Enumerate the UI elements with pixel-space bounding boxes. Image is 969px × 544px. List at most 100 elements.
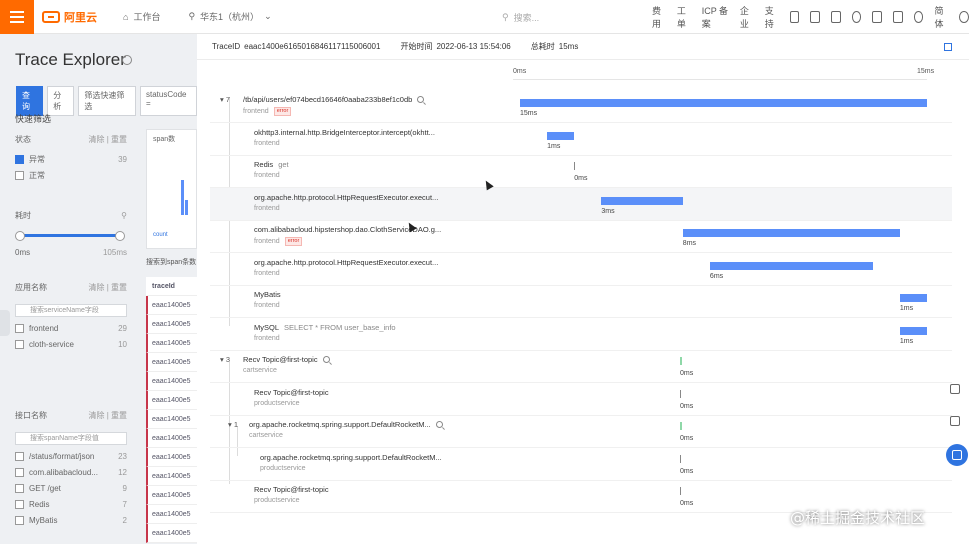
external-link-icon[interactable]: [944, 43, 952, 51]
span-operation[interactable]: Recv Topic@first-topic: [254, 485, 329, 494]
checkbox[interactable]: [15, 468, 24, 477]
traceid-row[interactable]: eaac1400e5: [146, 372, 197, 391]
app-actions[interactable]: 清除 | 重置: [88, 283, 127, 292]
duration-slider[interactable]: [15, 231, 125, 241]
span-duration-tick[interactable]: [680, 487, 681, 495]
span-row[interactable]: Redis get frontend 0ms: [210, 155, 952, 188]
span-operation[interactable]: MySQL: [254, 322, 280, 332]
global-search[interactable]: ⚲ 搜索...: [502, 9, 632, 25]
span-operation[interactable]: Recv Topic@first-topic: [243, 355, 318, 364]
span-duration-bar[interactable]: [899, 326, 927, 335]
collapse-toggle[interactable]: ▾ 1: [228, 420, 239, 429]
checkbox[interactable]: [15, 500, 24, 509]
status-item-error[interactable]: 异常 39: [15, 154, 127, 165]
status-actions[interactable]: 清除 | 重置: [88, 135, 127, 144]
bell-icon[interactable]: [851, 11, 862, 23]
span-duration-tick[interactable]: [680, 454, 681, 463]
tab-query[interactable]: 查询: [16, 86, 44, 116]
span-operation[interactable]: org.apache.http.protocol.HttpRequestExec…: [254, 257, 439, 267]
span-row[interactable]: ▾ 3 Recv Topic@first-topic cartservice 0ms: [210, 350, 952, 383]
cart-icon[interactable]: [872, 11, 883, 23]
checkbox[interactable]: [15, 324, 24, 333]
traceid-row[interactable]: eaac1400e5: [146, 524, 197, 543]
workbench-link[interactable]: ⌂ 工作台: [123, 10, 160, 23]
status-item-normal[interactable]: 正常: [15, 170, 127, 181]
checkbox[interactable]: [15, 340, 24, 349]
drawer-collapse-handle[interactable]: [0, 310, 10, 336]
checkbox[interactable]: [15, 452, 24, 461]
span-duration-tick[interactable]: [680, 357, 682, 365]
span-row[interactable]: org.apache.rocketmq.spring.support.Defau…: [210, 448, 952, 481]
app-icon[interactable]: [789, 11, 800, 23]
span-name[interactable]: org.apache.rocketmq.spring.support.Defau…: [260, 453, 442, 462]
traceid-row[interactable]: eaac1400e5: [146, 391, 197, 410]
span-name[interactable]: org.apache.http.protocol.HttpRequestExec…: [254, 193, 438, 202]
language-switch[interactable]: 简体: [934, 6, 944, 29]
span-row[interactable]: org.apache.http.protocol.HttpRequestExec…: [210, 253, 952, 286]
traceid-row[interactable]: eaac1400e5: [146, 296, 197, 315]
span-name[interactable]: Recv Topic@first-topic: [254, 388, 329, 397]
edit-icon[interactable]: [946, 380, 964, 398]
icp-link[interactable]: ICP 备案: [701, 6, 729, 29]
span-row[interactable]: ▾ 7/tb/api/users/ef074becd16646f0aaba233…: [210, 90, 952, 123]
span-operation[interactable]: Redis: [254, 160, 274, 169]
span-duration-bar[interactable]: [709, 261, 873, 270]
checkbox[interactable]: [15, 171, 24, 180]
span-name[interactable]: MySQL SELECT * FROM user_base_info: [254, 323, 396, 332]
checkbox[interactable]: [15, 516, 24, 525]
traceid-row[interactable]: eaac1400e5: [146, 505, 197, 524]
tab-analysis[interactable]: 分析: [47, 86, 75, 116]
span-name[interactable]: Redis get: [254, 160, 289, 169]
terminal-icon[interactable]: [810, 11, 820, 23]
span-operation[interactable]: okhttp3.internal.http.BridgeInterceptor.…: [254, 127, 435, 137]
iface-actions[interactable]: 清除 | 重置: [88, 411, 127, 420]
avatar[interactable]: [959, 11, 969, 23]
traceid-row[interactable]: eaac1400e5: [146, 448, 197, 467]
span-operation[interactable]: org.apache.rocketmq.spring.support.Defau…: [260, 452, 442, 462]
app-search-input[interactable]: 搜索serviceName字段: [15, 304, 127, 317]
iface-item[interactable]: /status/format/json 23: [15, 452, 127, 461]
span-row[interactable]: MySQL SELECT * FROM user_base_info fronten…: [210, 318, 952, 351]
traceid-row[interactable]: eaac1400e5: [146, 486, 197, 505]
traceid-row[interactable]: eaac1400e5: [146, 467, 197, 486]
span-duration-bar[interactable]: [547, 131, 575, 140]
span-name[interactable]: org.apache.http.protocol.HttpRequestExec…: [254, 258, 438, 267]
span-operation[interactable]: com.alibabacloud.hipstershop.dao.ClothSe…: [254, 225, 442, 234]
span-duration-bar[interactable]: [601, 196, 683, 205]
iface-item[interactable]: GET /get 9: [15, 484, 127, 493]
span-duration-bar[interactable]: [682, 229, 900, 237]
span-row[interactable]: MyBatis frontend 1ms: [210, 285, 952, 318]
settings-icon[interactable]: [122, 55, 132, 65]
span-row[interactable]: Recv Topic@first-topic productservice 0ms: [210, 383, 952, 416]
region-selector[interactable]: ⚲ 华东1（杭州） ⌄: [188, 10, 271, 23]
span-duration-tick[interactable]: [680, 389, 681, 398]
span-operation[interactable]: /tb/api/users/ef074becd16646f0aaba233b8e…: [243, 95, 413, 104]
traceid-row[interactable]: eaac1400e5: [146, 429, 197, 448]
trace-id-value[interactable]: eaac1400e6165016846117115006001: [244, 42, 381, 51]
collapse-toggle[interactable]: ▾ 3: [220, 355, 231, 364]
span-duration-tick[interactable]: [574, 162, 576, 170]
span-duration-tick[interactable]: [680, 422, 682, 430]
span-row[interactable]: com.alibabacloud.hipstershop.dao.ClothSe…: [210, 220, 952, 253]
traceid-row[interactable]: eaac1400e5: [146, 410, 197, 429]
tab-quick-filter[interactable]: 筛选快速筛选: [78, 86, 136, 116]
span-name[interactable]: com.alibabacloud.hipstershop.dao.ClothSe…: [254, 225, 441, 234]
span-name[interactable]: /tb/api/users/ef074becd16646f0aaba233b8e…: [243, 95, 425, 104]
span-row[interactable]: ▾ 1 org.apache.rocketmq.spring.support.De…: [210, 415, 952, 448]
traceid-row[interactable]: eaac1400e5: [146, 334, 197, 353]
span-row[interactable]: Recv Topic@first-topic productservice 0ms: [210, 480, 952, 513]
span-operation[interactable]: org.apache.http.protocol.HttpRequestExec…: [254, 192, 439, 202]
collapse-toggle[interactable]: ▾ 7: [220, 95, 231, 104]
span-operation[interactable]: Recv Topic@first-topic: [254, 387, 329, 397]
traceid-row[interactable]: eaac1400e5: [146, 353, 197, 372]
span-row[interactable]: org.apache.http.protocol.HttpRequestExec…: [210, 187, 952, 221]
span-name[interactable]: Recv Topic@first-topic: [254, 485, 329, 494]
app-item[interactable]: cloth-service 10: [15, 340, 127, 349]
support-link[interactable]: 支持: [764, 6, 774, 29]
ticket-link[interactable]: 工单: [676, 6, 686, 29]
hamburger-menu-icon[interactable]: [0, 0, 34, 34]
feedback-icon[interactable]: [946, 412, 964, 430]
zoom-icon[interactable]: [435, 421, 443, 428]
iface-item[interactable]: MyBatis 2: [15, 516, 127, 525]
span-name[interactable]: MyBatis: [254, 290, 281, 299]
